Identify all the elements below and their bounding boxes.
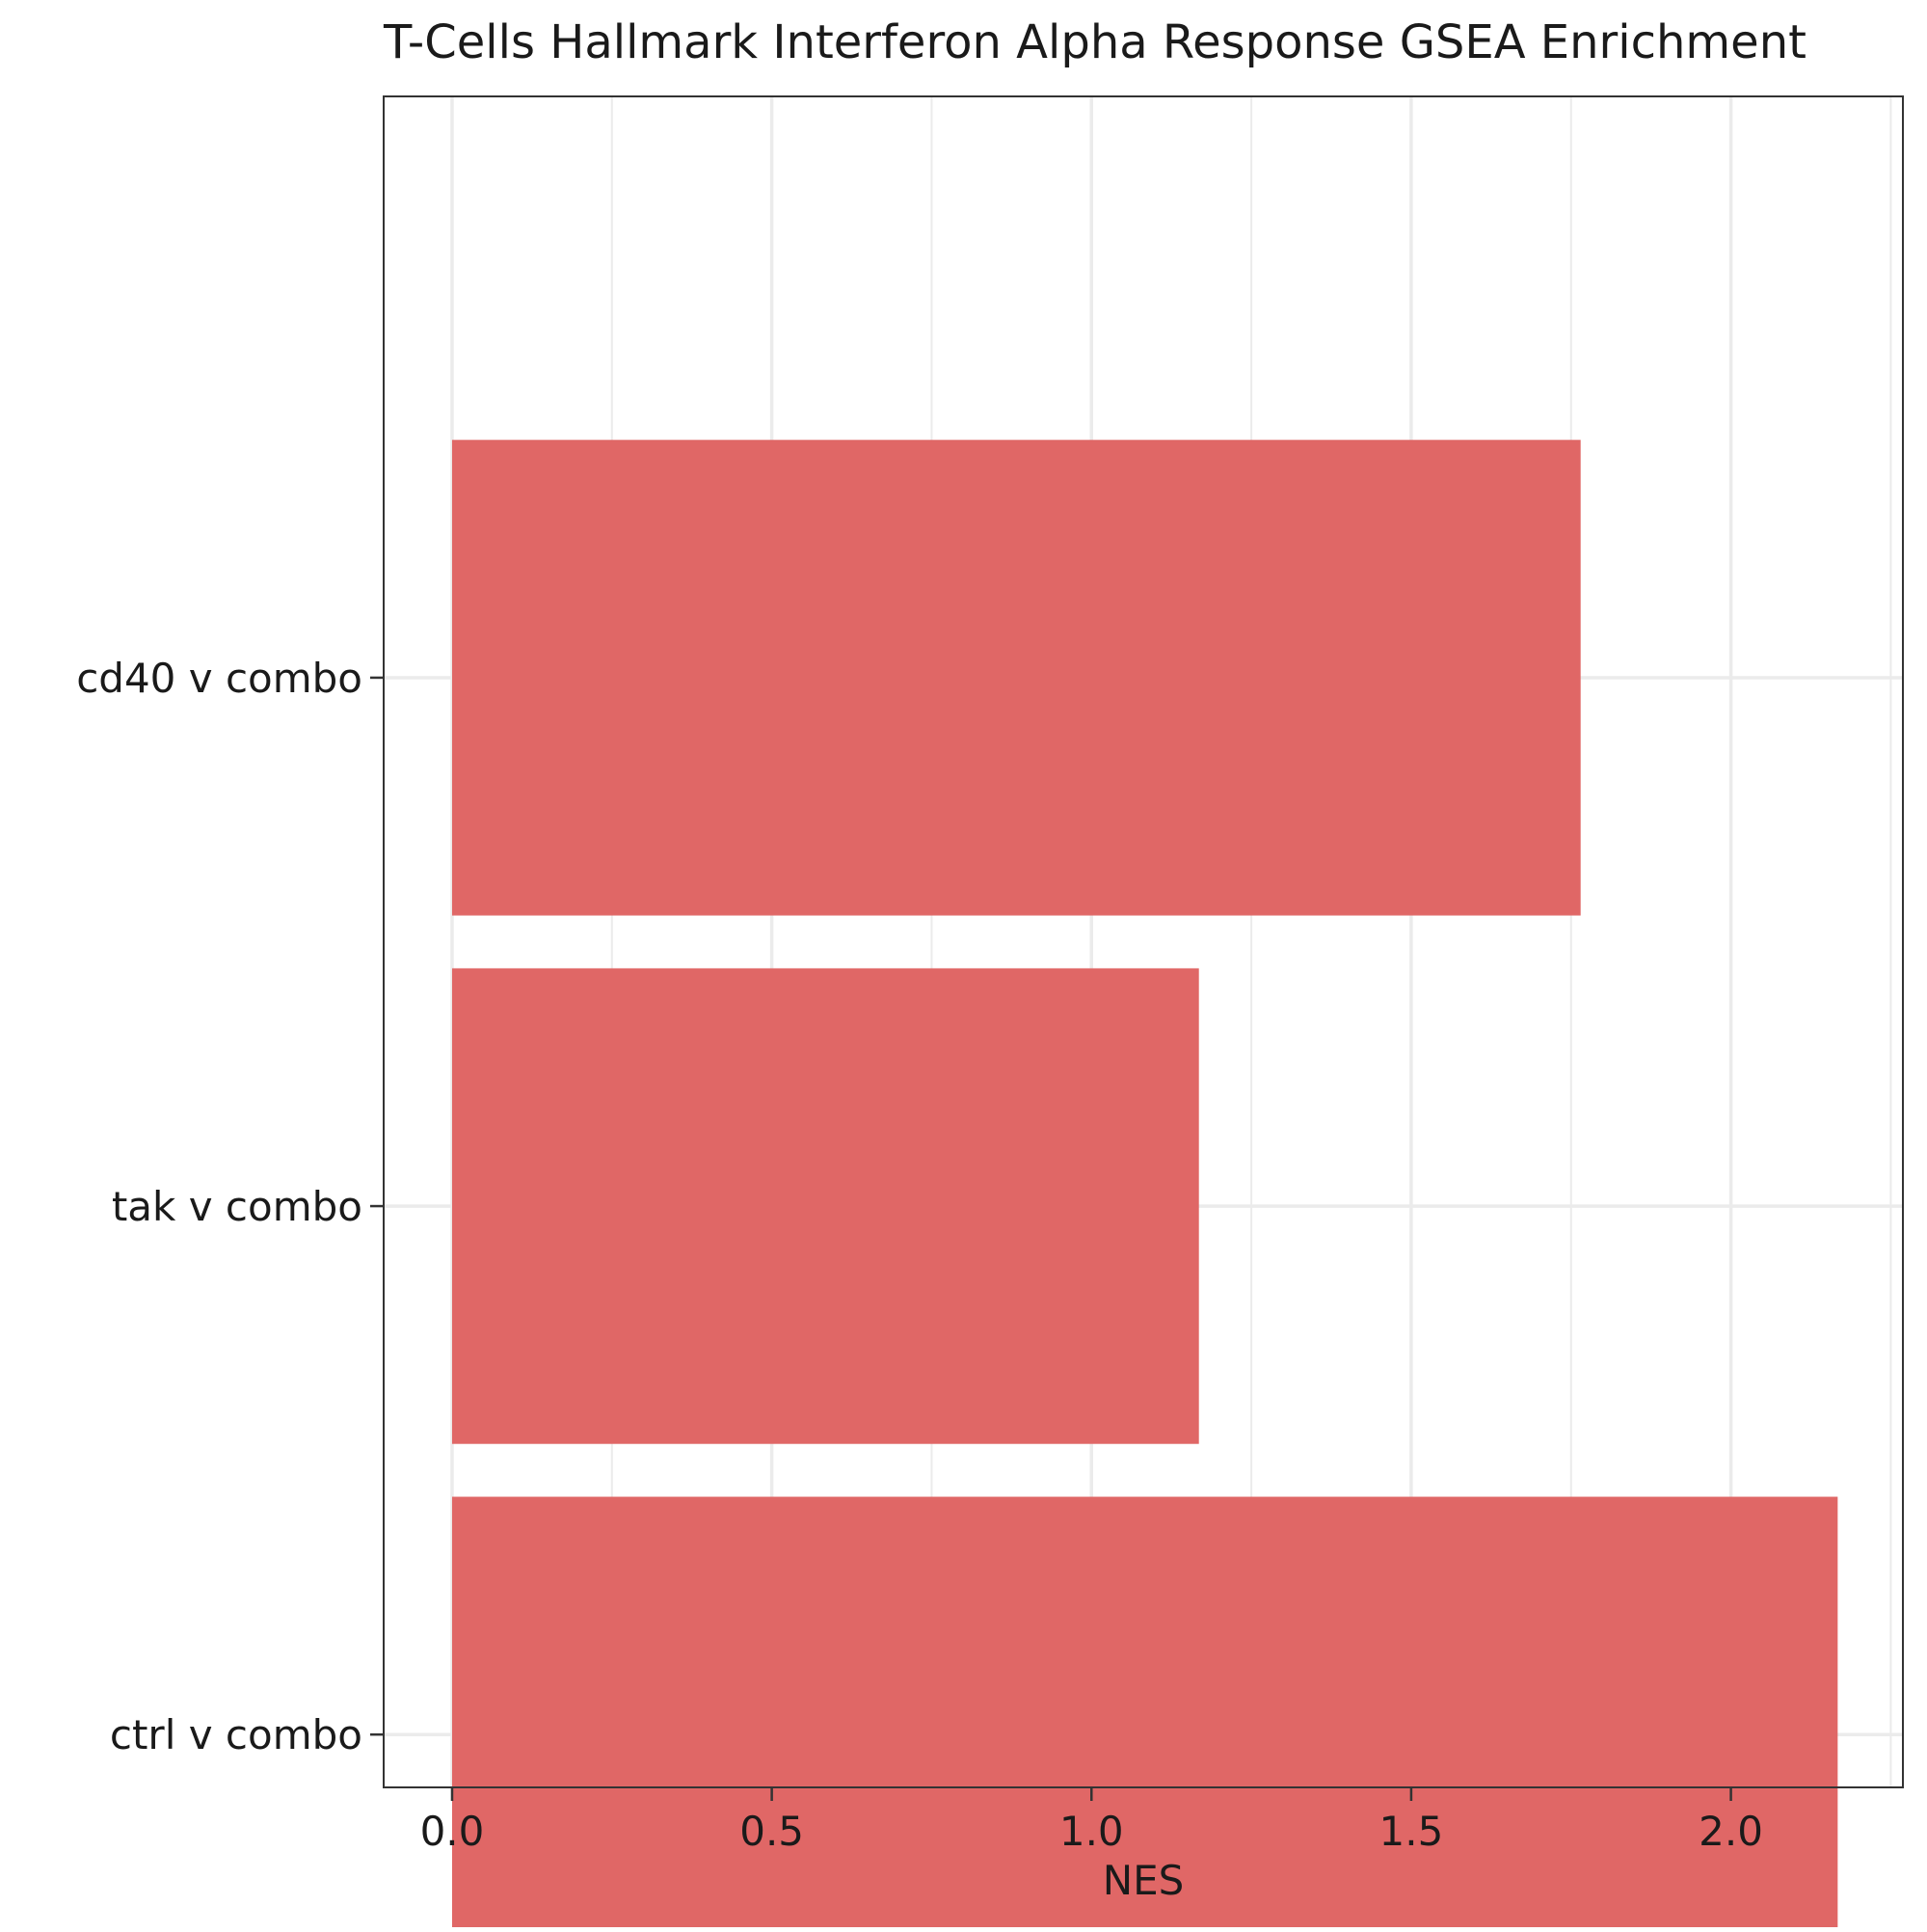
x-tick-label: 2.0 (1699, 1808, 1763, 1855)
bars (451, 440, 1838, 1932)
y-tick-label: ctrl v combo (110, 1711, 362, 1758)
plot-panel-border (383, 95, 1904, 1788)
x-axis-title: NES (1103, 1857, 1185, 1904)
y-tick-label: cd40 v combo (76, 655, 362, 702)
x-tick-label: 1.0 (1059, 1808, 1124, 1855)
chart-title: T-Cells Hallmark Interferon Alpha Respon… (383, 15, 1807, 69)
y-tick-label: tak v combo (112, 1183, 362, 1230)
x-tick-label: 0.5 (739, 1808, 804, 1855)
x-tick-label: 0.0 (420, 1808, 485, 1855)
bar (451, 968, 1199, 1444)
bar (451, 1496, 1838, 1932)
y-axis: cd40 v combo tak v combo ctrl v combo (76, 655, 384, 1758)
x-tick-label: 1.5 (1379, 1808, 1444, 1855)
bar (451, 440, 1581, 916)
x-axis: 0.0 0.5 1.0 1.5 2.0 (420, 1787, 1763, 1855)
